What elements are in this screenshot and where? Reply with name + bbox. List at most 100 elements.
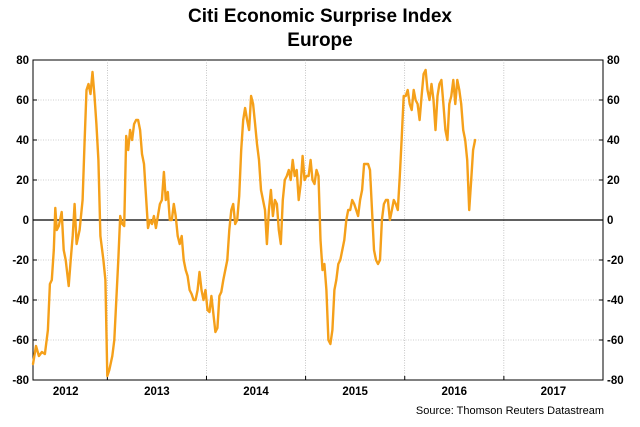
data-point — [240, 149, 243, 151]
data-point — [474, 139, 476, 141]
data-point — [381, 219, 383, 221]
data-point — [383, 203, 385, 205]
data-point — [297, 199, 300, 201]
data-point — [359, 199, 361, 201]
data-point — [220, 291, 223, 293]
data-point — [289, 179, 292, 181]
data-point — [327, 339, 330, 341]
data-point — [115, 299, 118, 301]
data-point — [32, 363, 34, 365]
data-point — [325, 289, 328, 291]
y-axis-left: 80 60 40 20 0 -20 -40 -60 -80 — [12, 55, 37, 387]
data-point — [432, 99, 435, 101]
data-point — [206, 309, 209, 311]
data-point — [385, 199, 387, 201]
data-point — [73, 203, 76, 205]
data-point — [345, 219, 348, 221]
x-tick-label: 2017 — [541, 386, 567, 398]
data-point — [402, 95, 405, 97]
data-point — [153, 215, 155, 217]
data-point — [125, 135, 128, 137]
data-point — [268, 209, 270, 211]
data-point — [418, 119, 421, 121]
data-point — [426, 89, 429, 91]
data-point — [323, 263, 326, 265]
data-point — [127, 149, 130, 151]
data-point — [111, 355, 114, 357]
data-point — [147, 227, 149, 229]
data-point — [196, 289, 199, 291]
data-point — [369, 169, 371, 171]
y-tick-label-left: 0 — [23, 215, 29, 227]
data-point — [83, 143, 86, 145]
data-point — [163, 171, 165, 173]
data-point — [450, 95, 453, 97]
data-point — [106, 375, 109, 377]
data-point — [277, 229, 280, 231]
series-line — [31, 68, 477, 378]
data-point — [299, 183, 302, 185]
data-point — [391, 209, 393, 211]
data-point — [454, 103, 457, 105]
data-point — [438, 83, 441, 85]
data-point — [252, 103, 255, 105]
data-point — [190, 293, 193, 295]
data-point — [375, 259, 377, 261]
y-tick-label-left: 60 — [16, 95, 29, 107]
data-point — [254, 123, 256, 125]
data-point — [468, 209, 471, 211]
data-point — [347, 209, 350, 211]
data-point — [448, 103, 451, 105]
data-point — [55, 229, 58, 231]
data-point — [49, 283, 51, 285]
data-point — [412, 89, 415, 91]
data-point — [117, 259, 120, 261]
data-point — [355, 209, 358, 211]
data-point — [57, 225, 60, 227]
data-point — [47, 329, 49, 331]
data-point — [119, 215, 122, 217]
data-point — [35, 345, 37, 347]
data-point — [319, 239, 322, 241]
data-point — [184, 269, 187, 271]
y-tick-label-right: -80 — [607, 375, 624, 387]
data-point — [365, 163, 367, 165]
data-point — [341, 249, 344, 251]
data-point — [339, 259, 342, 261]
x-tick-label: 2015 — [342, 386, 368, 398]
data-point — [123, 225, 126, 227]
data-point — [75, 243, 78, 245]
data-point — [131, 139, 134, 141]
data-point — [331, 329, 334, 331]
data-point — [329, 343, 332, 345]
data-point — [466, 159, 469, 161]
data-point — [283, 179, 286, 181]
data-point — [367, 163, 369, 165]
data-point — [317, 175, 320, 177]
data-point — [353, 203, 356, 205]
data-point — [442, 103, 445, 105]
data-point — [60, 211, 63, 213]
data-point — [436, 95, 439, 97]
data-point — [309, 159, 312, 161]
data-point — [200, 289, 203, 291]
data-point — [428, 99, 431, 101]
data-point — [194, 299, 197, 301]
data-point — [182, 259, 185, 261]
data-point — [188, 289, 191, 291]
data-point — [242, 119, 245, 121]
data-point — [192, 299, 195, 301]
data-point — [396, 209, 399, 211]
y-tick-label-left: 80 — [16, 55, 29, 67]
data-point — [303, 179, 306, 181]
data-point — [248, 129, 251, 131]
data-point — [301, 155, 304, 157]
y-tick-label-right: -20 — [607, 255, 624, 267]
data-point — [202, 299, 205, 301]
y-tick-label-right: 60 — [607, 95, 620, 107]
data-point — [422, 73, 425, 75]
data-point — [135, 119, 138, 121]
data-point — [414, 99, 417, 101]
data-point — [394, 203, 397, 205]
data-point — [198, 271, 201, 273]
